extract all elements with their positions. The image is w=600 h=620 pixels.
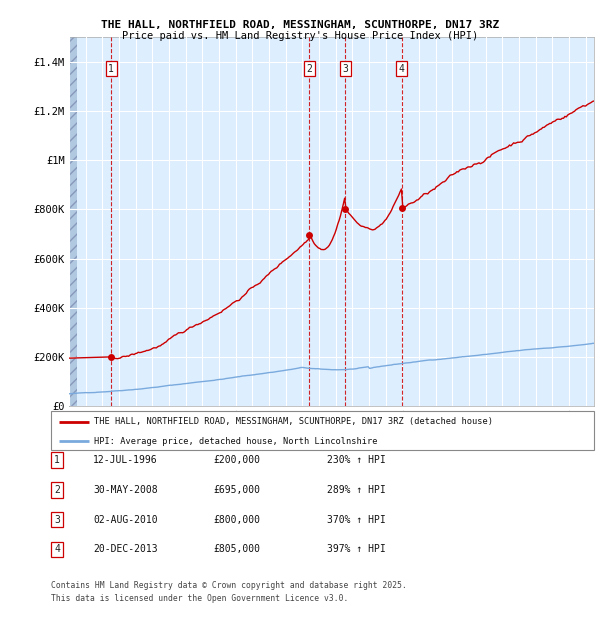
Text: £200,000: £200,000 [213, 455, 260, 465]
Text: 1: 1 [108, 64, 114, 74]
Text: 20-DEC-2013: 20-DEC-2013 [93, 544, 158, 554]
Text: THE HALL, NORTHFIELD ROAD, MESSINGHAM, SCUNTHORPE, DN17 3RZ: THE HALL, NORTHFIELD ROAD, MESSINGHAM, S… [101, 20, 499, 30]
Text: 4: 4 [399, 64, 405, 74]
Text: £695,000: £695,000 [213, 485, 260, 495]
Text: 397% ↑ HPI: 397% ↑ HPI [327, 544, 386, 554]
Text: 30-MAY-2008: 30-MAY-2008 [93, 485, 158, 495]
Text: £800,000: £800,000 [213, 515, 260, 525]
Text: Price paid vs. HM Land Registry's House Price Index (HPI): Price paid vs. HM Land Registry's House … [122, 31, 478, 41]
Text: 2: 2 [306, 64, 312, 74]
Text: £805,000: £805,000 [213, 544, 260, 554]
Text: HPI: Average price, detached house, North Lincolnshire: HPI: Average price, detached house, Nort… [94, 436, 378, 446]
Text: 230% ↑ HPI: 230% ↑ HPI [327, 455, 386, 465]
Text: 3: 3 [343, 64, 348, 74]
Text: 289% ↑ HPI: 289% ↑ HPI [327, 485, 386, 495]
Text: 370% ↑ HPI: 370% ↑ HPI [327, 515, 386, 525]
Text: Contains HM Land Registry data © Crown copyright and database right 2025.: Contains HM Land Registry data © Crown c… [51, 581, 407, 590]
Bar [69, 37, 77, 406]
Text: 2: 2 [54, 485, 60, 495]
Text: 12-JUL-1996: 12-JUL-1996 [93, 455, 158, 465]
Text: THE HALL, NORTHFIELD ROAD, MESSINGHAM, SCUNTHORPE, DN17 3RZ (detached house): THE HALL, NORTHFIELD ROAD, MESSINGHAM, S… [94, 417, 493, 427]
Text: 4: 4 [54, 544, 60, 554]
FancyBboxPatch shape [51, 411, 594, 449]
Text: This data is licensed under the Open Government Licence v3.0.: This data is licensed under the Open Gov… [51, 593, 349, 603]
Text: 3: 3 [54, 515, 60, 525]
Text: 1: 1 [54, 455, 60, 465]
Text: 02-AUG-2010: 02-AUG-2010 [93, 515, 158, 525]
